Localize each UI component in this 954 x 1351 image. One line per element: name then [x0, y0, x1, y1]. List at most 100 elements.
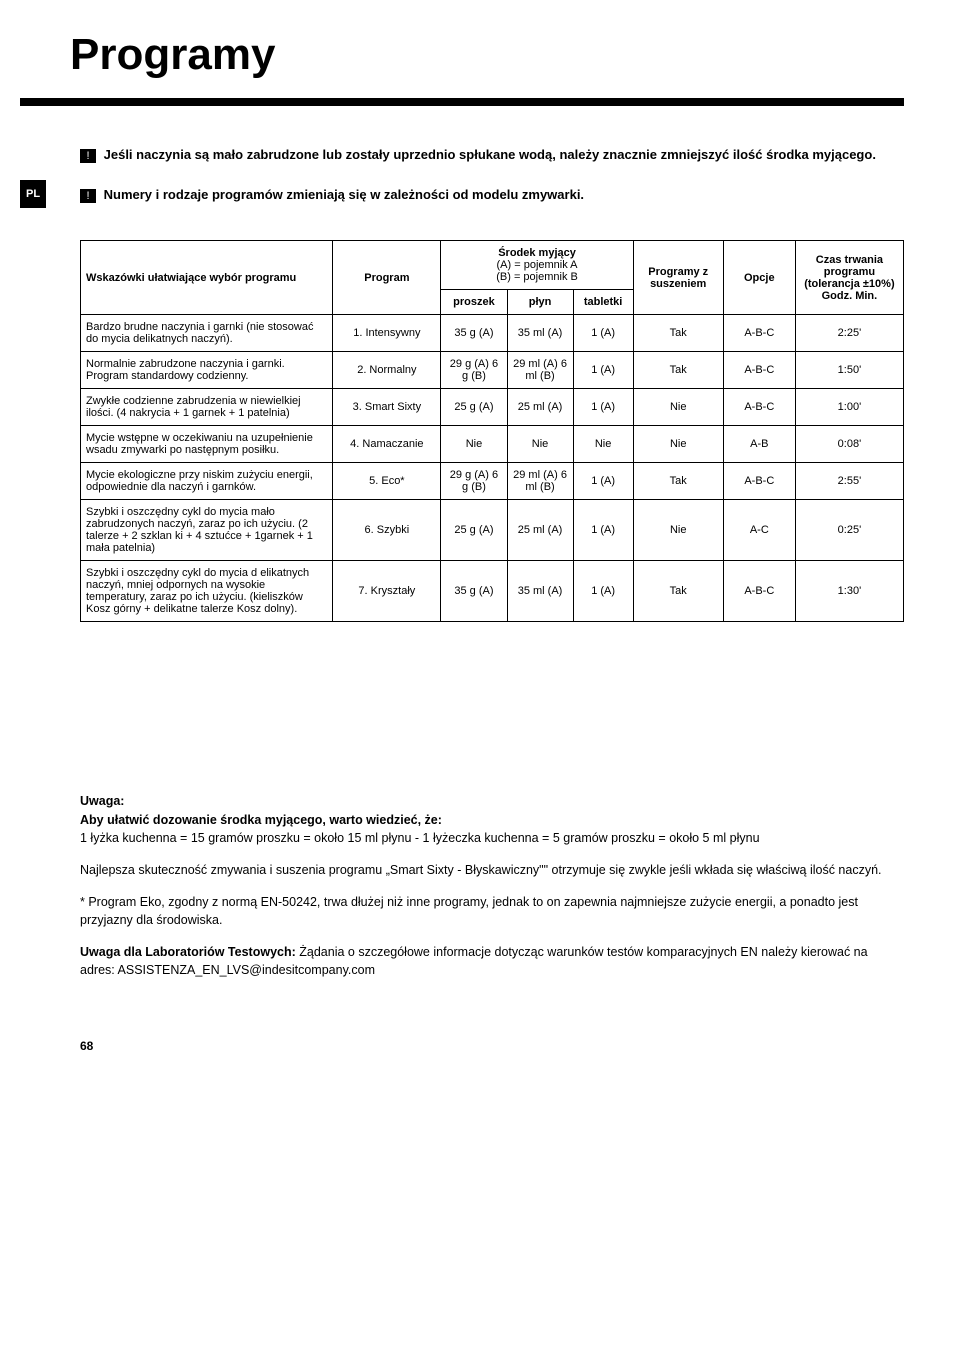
cell-powder: 35 g (A) — [441, 315, 507, 352]
cell-duration: 2:55' — [795, 463, 903, 500]
cell-program: 3. Smart Sixty — [333, 389, 441, 426]
cell-tablets: 1 (A) — [573, 352, 633, 389]
main-content: ! Jeśli naczynia są mało zabrudzone lub … — [80, 146, 904, 979]
lab-label: Uwaga dla Laboratoriów Testowych: — [80, 945, 296, 959]
cell-hint: Szybki i oszczędny cykl do mycia mało za… — [81, 500, 333, 561]
cell-liquid: 29 ml (A) 6 ml (B) — [507, 352, 573, 389]
cell-drying: Tak — [633, 352, 723, 389]
cell-duration: 1:00' — [795, 389, 903, 426]
cell-program: 5. Eco* — [333, 463, 441, 500]
cell-tablets: 1 (A) — [573, 561, 633, 622]
cell-program: 2. Normalny — [333, 352, 441, 389]
th-tablets: tabletki — [573, 290, 633, 315]
cell-duration: 1:50' — [795, 352, 903, 389]
cell-drying: Tak — [633, 315, 723, 352]
cell-drying: Nie — [633, 500, 723, 561]
cell-tablets: 1 (A) — [573, 389, 633, 426]
th-detergent-group: Środek myjący (A) = pojemnik A (B) = poj… — [441, 241, 633, 290]
cell-hint: Szybki i oszczędny cykl do mycia d elika… — [81, 561, 333, 622]
title-rule — [20, 98, 904, 106]
warning-1-text: Jeśli naczynia są mało zabrudzone lub zo… — [104, 147, 876, 162]
th-drying: Programy z suszeniem — [633, 241, 723, 315]
cell-options: A-B-C — [723, 463, 795, 500]
th-duration: Czas trwania programu (tolerancja ±10%) … — [795, 241, 903, 315]
th-hints: Wskazówki ułatwiające wybór programu — [81, 241, 333, 315]
page-title: Programy — [70, 30, 904, 80]
cell-hint: Mycie ekologiczne przy niskim zużyciu en… — [81, 463, 333, 500]
table-row: Bardzo brudne naczynia i garnki (nie sto… — [81, 315, 904, 352]
th-detergent-sub2: (B) = pojemnik B — [446, 271, 627, 283]
cell-options: A-B-C — [723, 315, 795, 352]
cell-options: A-C — [723, 500, 795, 561]
note-lab: Uwaga dla Laboratoriów Testowych: Żądani… — [80, 943, 904, 979]
cell-liquid: 25 ml (A) — [507, 500, 573, 561]
th-duration-bottom: Godz. Min. — [801, 290, 898, 302]
cell-program: 1. Intensywny — [333, 315, 441, 352]
th-duration-top: Czas trwania programu (tolerancja ±10%) — [801, 254, 898, 290]
cell-hint: Zwykłe codzienne zabrudzenia w niewielki… — [81, 389, 333, 426]
warning-1: ! Jeśli naczynia są mało zabrudzone lub … — [80, 146, 904, 164]
table-row: Zwykłe codzienne zabrudzenia w niewielki… — [81, 389, 904, 426]
cell-powder: 29 g (A) 6 g (B) — [441, 463, 507, 500]
th-detergent-sub1: (A) = pojemnik A — [446, 259, 627, 271]
note-eco: * Program Eko, zgodny z normą EN-50242, … — [80, 893, 904, 929]
cell-drying: Nie — [633, 426, 723, 463]
cell-powder: Nie — [441, 426, 507, 463]
page-number: 68 — [80, 1039, 904, 1053]
cell-options: A-B — [723, 426, 795, 463]
cell-powder: 25 g (A) — [441, 389, 507, 426]
th-program: Program — [333, 241, 441, 315]
warning-2-text: Numery i rodzaje programów zmieniają się… — [104, 187, 584, 202]
dosing-text: 1 łyżka kuchenna = 15 gramów proszku = o… — [80, 831, 760, 845]
cell-duration: 0:25' — [795, 500, 903, 561]
cell-duration: 1:30' — [795, 561, 903, 622]
cell-program: 4. Namaczanie — [333, 426, 441, 463]
table-row: Mycie wstępne w oczekiwaniu na uzupełnie… — [81, 426, 904, 463]
cell-liquid: 25 ml (A) — [507, 389, 573, 426]
cell-powder: 35 g (A) — [441, 561, 507, 622]
cell-liquid: Nie — [507, 426, 573, 463]
cell-liquid: 29 ml (A) 6 ml (B) — [507, 463, 573, 500]
note-smart: Najlepsza skuteczność zmywania i suszeni… — [80, 861, 904, 879]
table-body: Bardzo brudne naczynia i garnki (nie sto… — [81, 315, 904, 622]
cell-powder: 29 g (A) 6 g (B) — [441, 352, 507, 389]
th-detergent-top: Środek myjący — [446, 247, 627, 259]
th-options: Opcje — [723, 241, 795, 315]
cell-tablets: 1 (A) — [573, 500, 633, 561]
uwaga-label: Uwaga: — [80, 794, 124, 808]
th-liquid: płyn — [507, 290, 573, 315]
warning-icon: ! — [80, 149, 96, 163]
programs-table: Wskazówki ułatwiające wybór programu Pro… — [80, 240, 904, 622]
cell-tablets: 1 (A) — [573, 315, 633, 352]
notes-section: Uwaga: Aby ułatwić dozowanie środka myją… — [80, 792, 904, 979]
cell-tablets: 1 (A) — [573, 463, 633, 500]
cell-duration: 0:08' — [795, 426, 903, 463]
cell-program: 7. Kryształy — [333, 561, 441, 622]
th-powder: proszek — [441, 290, 507, 315]
language-tab: PL — [20, 180, 46, 208]
table-row: Mycie ekologiczne przy niskim zużyciu en… — [81, 463, 904, 500]
warning-2: ! Numery i rodzaje programów zmieniają s… — [80, 186, 904, 204]
note-uwaga: Uwaga: Aby ułatwić dozowanie środka myją… — [80, 792, 904, 846]
table-row: Szybki i oszczędny cykl do mycia mało za… — [81, 500, 904, 561]
cell-hint: Bardzo brudne naczynia i garnki (nie sto… — [81, 315, 333, 352]
table-header: Wskazówki ułatwiające wybór programu Pro… — [81, 241, 904, 315]
cell-options: A-B-C — [723, 352, 795, 389]
dosing-label: Aby ułatwić dozowanie środka myjącego, w… — [80, 813, 442, 827]
cell-options: A-B-C — [723, 561, 795, 622]
cell-tablets: Nie — [573, 426, 633, 463]
cell-hint: Normalnie zabrudzone naczynia i garnki. … — [81, 352, 333, 389]
cell-options: A-B-C — [723, 389, 795, 426]
cell-hint: Mycie wstępne w oczekiwaniu na uzupełnie… — [81, 426, 333, 463]
table-row: Szybki i oszczędny cykl do mycia d elika… — [81, 561, 904, 622]
cell-liquid: 35 ml (A) — [507, 561, 573, 622]
cell-drying: Tak — [633, 463, 723, 500]
cell-liquid: 35 ml (A) — [507, 315, 573, 352]
cell-drying: Nie — [633, 389, 723, 426]
cell-duration: 2:25' — [795, 315, 903, 352]
cell-powder: 25 g (A) — [441, 500, 507, 561]
cell-program: 6. Szybki — [333, 500, 441, 561]
table-row: Normalnie zabrudzone naczynia i garnki. … — [81, 352, 904, 389]
warning-icon: ! — [80, 189, 96, 203]
cell-drying: Tak — [633, 561, 723, 622]
